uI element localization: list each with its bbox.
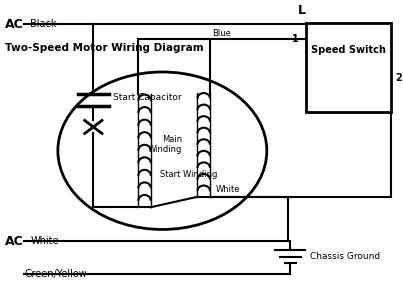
Text: White: White <box>216 185 241 194</box>
Text: 1: 1 <box>293 34 299 44</box>
Text: Start Winding: Start Winding <box>160 170 218 179</box>
Text: Main
Winding: Main Winding <box>147 135 182 154</box>
Text: Start Capacitor: Start Capacitor <box>113 93 182 102</box>
Text: Black: Black <box>30 20 57 29</box>
Text: 2: 2 <box>396 73 403 83</box>
Text: Two-Speed Motor Wiring Diagram: Two-Speed Motor Wiring Diagram <box>5 43 203 53</box>
Text: L: L <box>298 4 306 17</box>
Text: Speed Switch: Speed Switch <box>311 45 386 55</box>
Text: Blue: Blue <box>212 28 231 38</box>
Text: Chassis Ground: Chassis Ground <box>310 252 380 261</box>
Text: AC: AC <box>5 18 23 31</box>
Text: White: White <box>30 236 59 246</box>
Text: AC: AC <box>5 235 23 248</box>
FancyBboxPatch shape <box>306 23 391 112</box>
Text: Green/Yellow: Green/Yellow <box>24 269 87 279</box>
